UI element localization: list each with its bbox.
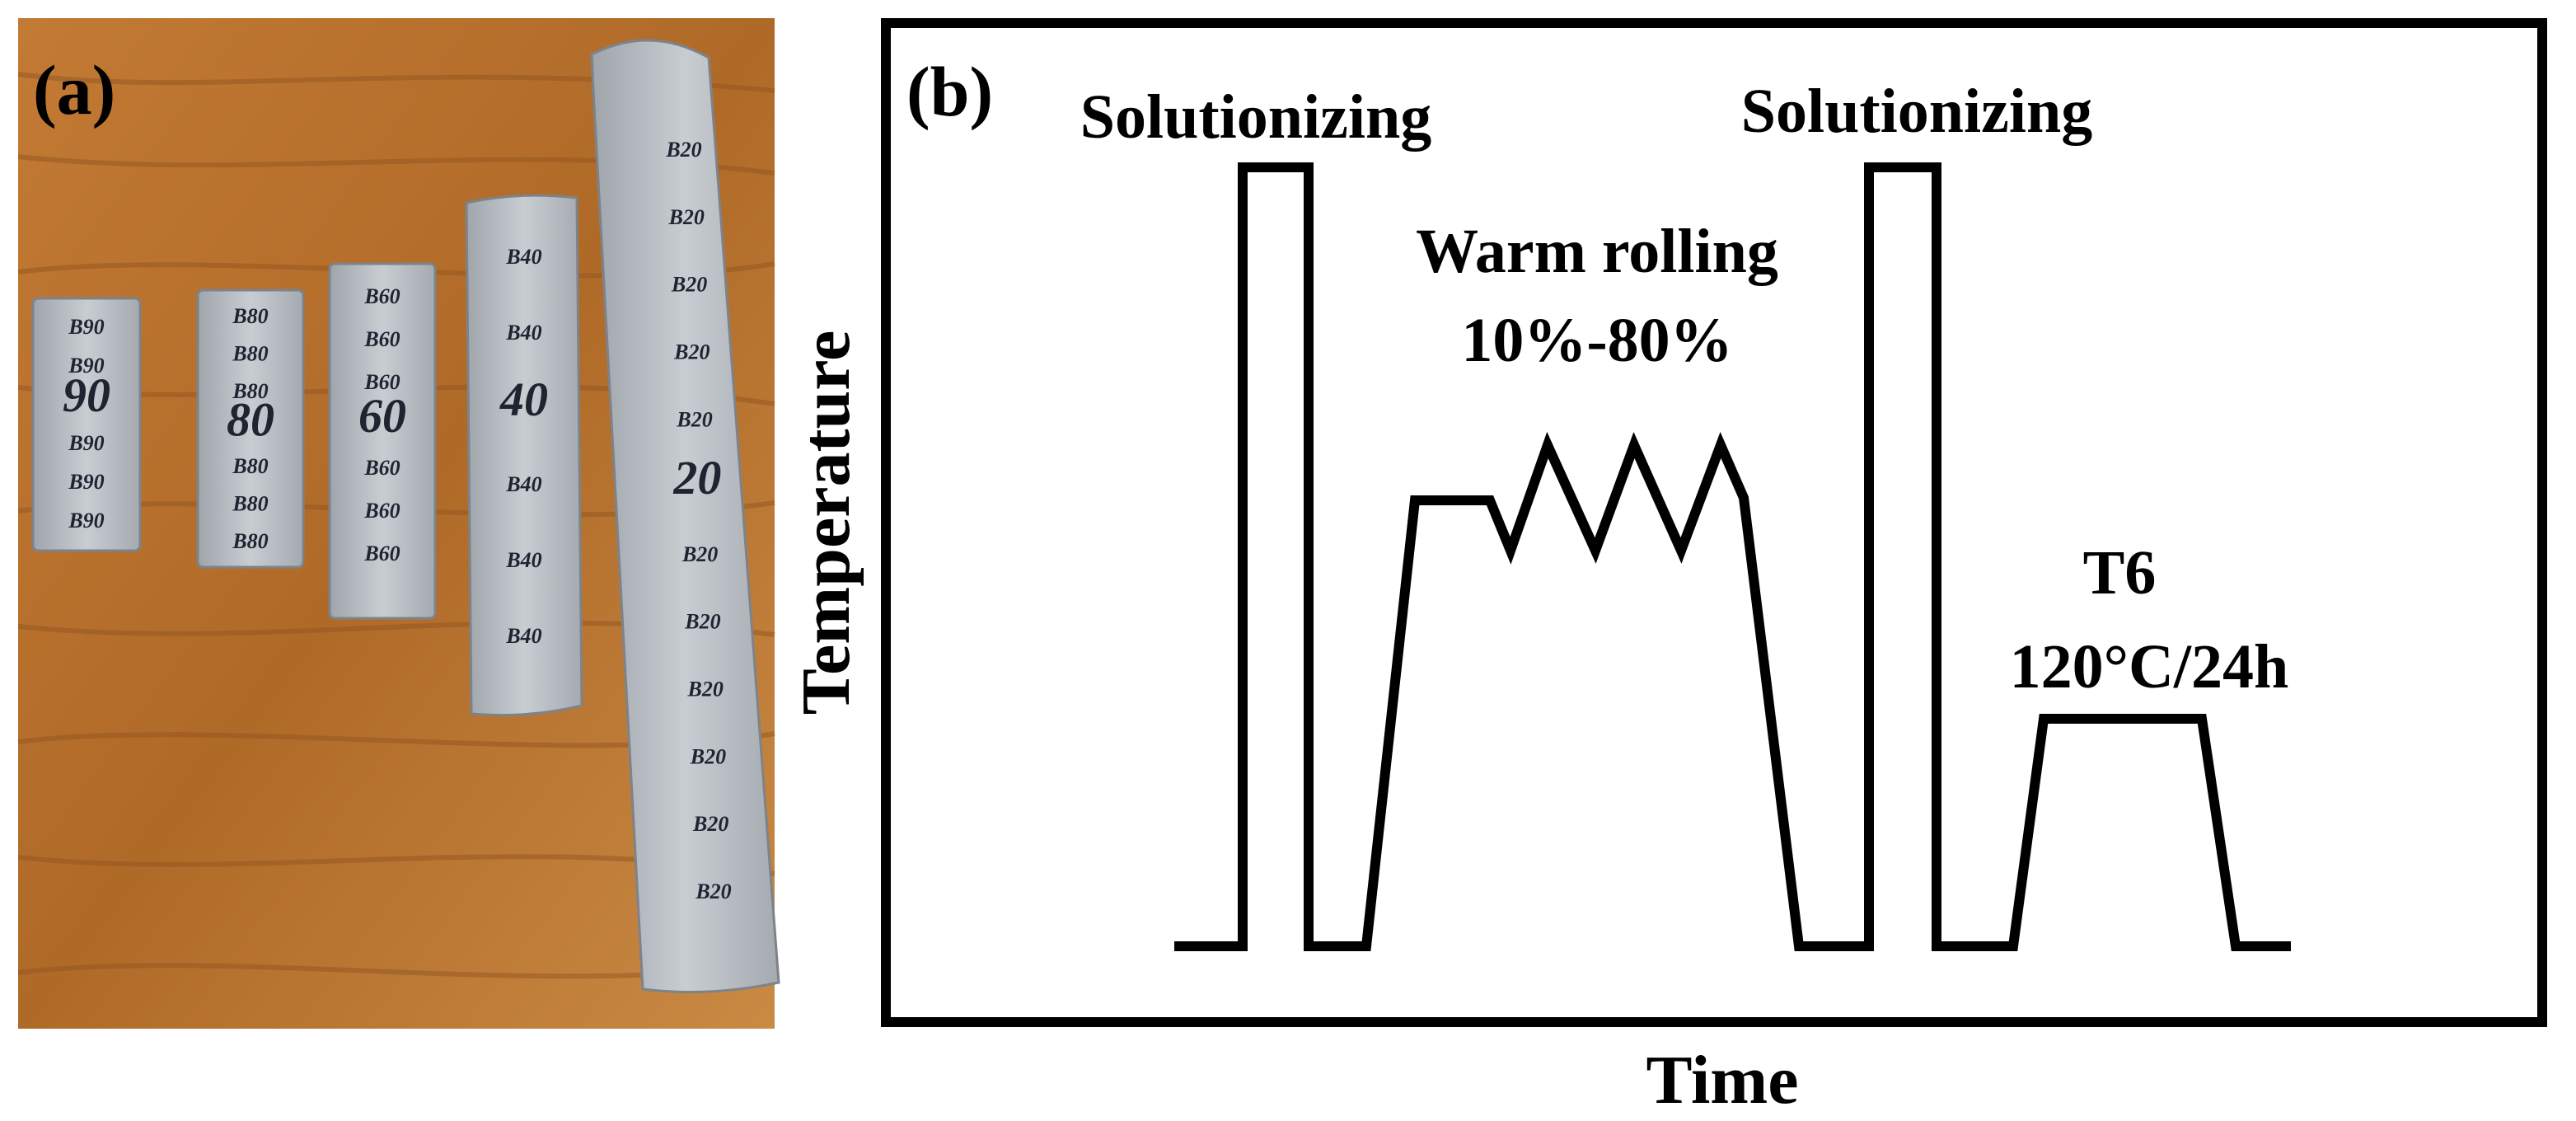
strip-mark-b80: B80 [232,492,268,516]
strip-mark-b20: B20 [690,744,726,768]
warm-rolling-label: Warm rolling [1416,217,1778,286]
strip-mark-b60: B60 [363,499,400,523]
panel-a-label: (a) [33,50,115,129]
strip-mark-b20: B20 [681,542,718,566]
strip-mark-b60: B60 [363,327,400,351]
panel-b-diagram: (b) Solutionizing Warm rolling 10%-80% S… [788,18,2547,1119]
t6-label: T6 [2083,538,2157,607]
strip-mark-b40: B40 [505,321,541,345]
strip-mark-b90: B90 [68,509,104,532]
strip-mark-b80: B80 [232,304,268,328]
strip-mark-b80: B80 [232,454,268,478]
strip-mark-b60: B60 [363,370,400,394]
strip-marker-labels: B90B9090B90B90B90B80B80B8080B80B80B80B60… [63,138,732,903]
strip-mark-b40: B40 [505,548,541,572]
solutionizing-label-2: Solutionizing [1741,77,2093,146]
strip-b60 [328,262,437,620]
strip-mark-b80: B80 [232,379,268,403]
strip-mark-b20: B20 [668,205,705,229]
x-axis-label: Time [1646,1042,1798,1119]
strip-mark-b20: B20 [665,138,701,162]
rolling-reduction-label: 10%-80% [1461,306,1732,375]
y-axis-label: Temperature [788,331,864,715]
aging-condition-label: 120°C/24h [2010,632,2289,701]
strip-mark-b20: B20 [676,407,712,431]
strip-b90 [31,297,142,552]
strip-mark-b80: 80 [227,393,274,447]
strip-mark-b80: B80 [232,529,268,553]
strip-mark-b20: B20 [684,610,720,634]
strip-mark-b40: B40 [505,624,541,648]
strip-mark-b90: B90 [68,431,104,455]
strip-mark-b40: 40 [499,373,548,426]
strip-mark-b20: B20 [695,879,731,903]
strip-mark-b60: B60 [363,284,400,308]
strip-mark-b80: B80 [232,342,268,366]
strip-b40 [465,194,583,717]
solutionizing-label-1: Solutionizing [1080,82,1432,152]
strip-mark-b20: 20 [672,451,721,504]
strip-mark-b60: B60 [363,456,400,480]
strip-mark-b90: B90 [68,470,104,494]
strip-mark-b90: 90 [63,368,110,422]
strip-mark-b40: B40 [505,472,541,496]
strip-mark-b90: B90 [68,354,104,378]
strip-mark-b20: B20 [687,678,724,701]
strip-b20 [590,39,780,994]
strip-b80 [196,288,305,569]
strip-mark-b20: B20 [692,812,728,836]
panel-b-label: (b) [906,52,993,131]
diagram-frame [881,18,2547,1027]
strip-mark-b60: 60 [358,389,406,443]
strip-mark-b60: B60 [363,542,400,565]
strip-mark-b40: B40 [505,245,541,269]
strip-mark-b20: B20 [673,340,710,364]
process-route-line [1174,162,2291,951]
strip-mark-b90: B90 [68,315,104,339]
strip-mark-b20: B20 [671,273,707,297]
panel-a-photo: B90B9090B90B90B90B80B80B8080B80B80B80B60… [17,18,780,1029]
